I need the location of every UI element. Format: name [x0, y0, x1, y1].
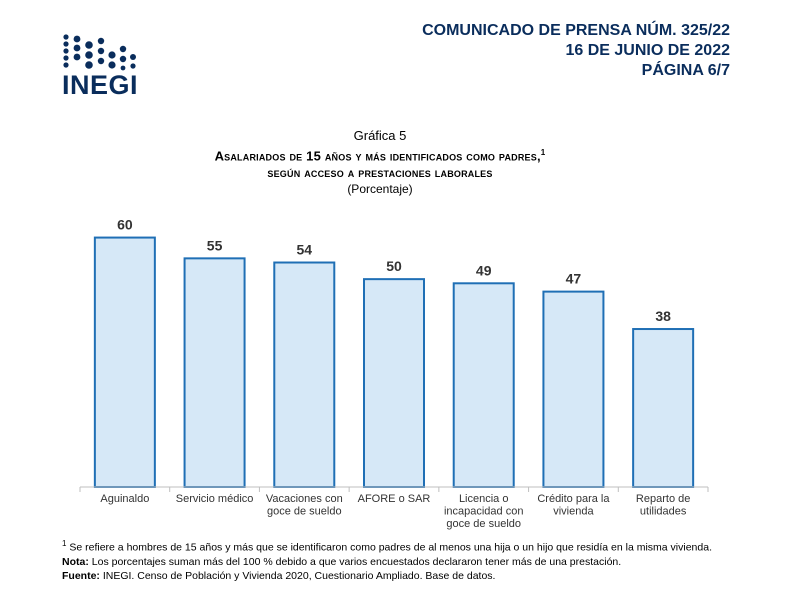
logo-text: INEGI [62, 70, 139, 100]
source-text: INEGI. Censo de Población y Vivienda 202… [99, 569, 496, 582]
category-label: Crédito para la vivienda [537, 493, 610, 518]
category-label-line: Aguinaldo [100, 493, 149, 505]
category-label-line: Servicio médico [176, 493, 254, 505]
value-label: 50 [386, 258, 402, 274]
note-text: Los porcentajes suman más del 100 % debi… [88, 555, 622, 568]
value-label: 38 [655, 308, 671, 324]
category-label-line: goce de sueldo [446, 518, 521, 530]
page-number: PÁGINA 6/7 [641, 62, 730, 79]
value-labels: 60 55 54 50 49 47 38 [117, 217, 671, 324]
inegi-logo-icon [63, 34, 136, 71]
category-label-line: incapacidad con [444, 506, 524, 518]
chart-title-line1: Asalariados de 15 años y más identificad… [0, 144, 760, 164]
footnote-1: 1 Se refiere a hombres de 15 años y más … [62, 537, 712, 555]
bar [452, 282, 515, 488]
source-label: Fuente: [62, 569, 100, 582]
category-label-line: vivienda [553, 506, 594, 518]
x-axis-ticks [79, 487, 709, 492]
press-header: COMUNICADO DE PRENSA NÚM. 325/22 16 DE J… [422, 21, 730, 81]
category-label-line: Licencia o [459, 493, 509, 505]
chart-bars [93, 236, 695, 488]
title-footnote-marker: 1 [540, 148, 546, 157]
category-label-line: Reparto de [636, 493, 690, 505]
chart-title-line2: según acceso a prestaciones laborales [267, 165, 493, 181]
note-label: Nota: [62, 555, 89, 568]
footnote-1-marker: 1 [62, 539, 67, 548]
bar [542, 290, 605, 488]
bar [183, 257, 246, 488]
chart-title-text: Asalariados de 15 años y más identificad… [214, 148, 541, 164]
value-label: 49 [476, 262, 492, 278]
category-label: Aguinaldo [100, 493, 149, 505]
value-label: 55 [207, 237, 223, 253]
category-label-line: Crédito para la [537, 493, 610, 505]
category-labels: Aguinaldo Servicio médico Vacaciones con go… [100, 493, 690, 530]
category-label: Servicio médico [176, 493, 254, 505]
category-label: AFORE o SAR [358, 493, 431, 505]
category-label-line: utilidades [640, 506, 687, 518]
category-label-line: Vacaciones con [266, 493, 343, 505]
category-label: Vacaciones con goce de sueldo [266, 493, 343, 518]
category-label-line: AFORE o SAR [358, 493, 431, 505]
category-label-line: goce de sueldo [267, 506, 342, 518]
footnotes: 1 Se refiere a hombres de 15 años y más … [62, 537, 712, 583]
chart-caption: Gráfica 5 [353, 128, 407, 143]
bar [273, 261, 336, 488]
bar [632, 328, 695, 488]
value-label: 60 [117, 217, 133, 233]
category-label: Licencia o incapacidad con goce de sueldo [444, 493, 524, 530]
note: Nota: Los porcentajes suman más del 100 … [62, 555, 712, 569]
value-label: 47 [566, 271, 582, 287]
press-release-number: COMUNICADO DE PRENSA NÚM. 325/22 [422, 22, 730, 39]
chart-titles: Gráfica 5 Asalariados de 15 años y más i… [0, 127, 760, 197]
bar [93, 236, 156, 488]
chart-units: (Porcentaje) [347, 182, 413, 197]
category-label: Reparto de utilidades [636, 493, 690, 518]
footnote-1-text: Se refiere a hombres de 15 años y más qu… [66, 541, 712, 554]
bar [363, 278, 425, 488]
source: Fuente: INEGI. Censo de Población y Vivi… [62, 569, 712, 583]
press-release-date: 16 DE JUNIO DE 2022 [565, 42, 730, 59]
value-label: 54 [296, 242, 312, 258]
